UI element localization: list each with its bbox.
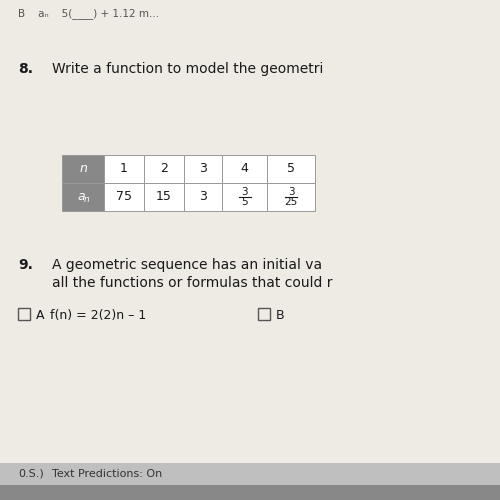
Text: 0.S.): 0.S.) (18, 469, 44, 479)
Text: B    aₙ    5(____) + 1.12 m...: B aₙ 5(____) + 1.12 m... (18, 8, 159, 19)
Bar (144, 155, 184, 183)
Text: n: n (79, 162, 87, 175)
Bar (0, 485, 500, 500)
Text: 8.: 8. (18, 62, 33, 76)
Text: 3: 3 (241, 187, 248, 197)
Text: all the functions or formulas that could r: all the functions or formulas that could… (52, 276, 332, 290)
Text: A: A (36, 309, 44, 322)
Bar (144, 183, 184, 211)
Text: Text Predictions: On: Text Predictions: On (52, 469, 162, 479)
Bar (62, 183, 104, 211)
Text: B: B (276, 309, 284, 322)
Text: 5: 5 (241, 197, 248, 207)
Bar (104, 155, 144, 183)
Text: 25: 25 (284, 197, 298, 207)
Bar (222, 155, 267, 183)
Text: 75: 75 (116, 190, 132, 203)
Text: n: n (84, 196, 90, 204)
Bar (62, 155, 104, 183)
Text: Write a function to model the geometri: Write a function to model the geometri (52, 62, 324, 76)
Text: 3: 3 (199, 190, 207, 203)
Text: 4: 4 (240, 162, 248, 175)
Bar (0, 463, 500, 485)
Text: 3: 3 (199, 162, 207, 175)
Bar (104, 183, 144, 211)
Bar (184, 183, 222, 211)
Text: 3: 3 (288, 187, 294, 197)
Bar (18, 308, 30, 320)
Text: 2: 2 (160, 162, 168, 175)
Text: 15: 15 (156, 190, 172, 203)
Text: 5: 5 (287, 162, 295, 175)
Bar (184, 155, 222, 183)
Bar (258, 308, 270, 320)
Text: A geometric sequence has an initial va: A geometric sequence has an initial va (52, 258, 322, 272)
Bar (267, 183, 315, 211)
Bar (222, 183, 267, 211)
Text: f(n) = 2(2)n – 1: f(n) = 2(2)n – 1 (50, 309, 146, 322)
Text: 9.: 9. (18, 258, 33, 272)
Text: a: a (77, 190, 85, 203)
Text: 1: 1 (120, 162, 128, 175)
Bar (267, 155, 315, 183)
